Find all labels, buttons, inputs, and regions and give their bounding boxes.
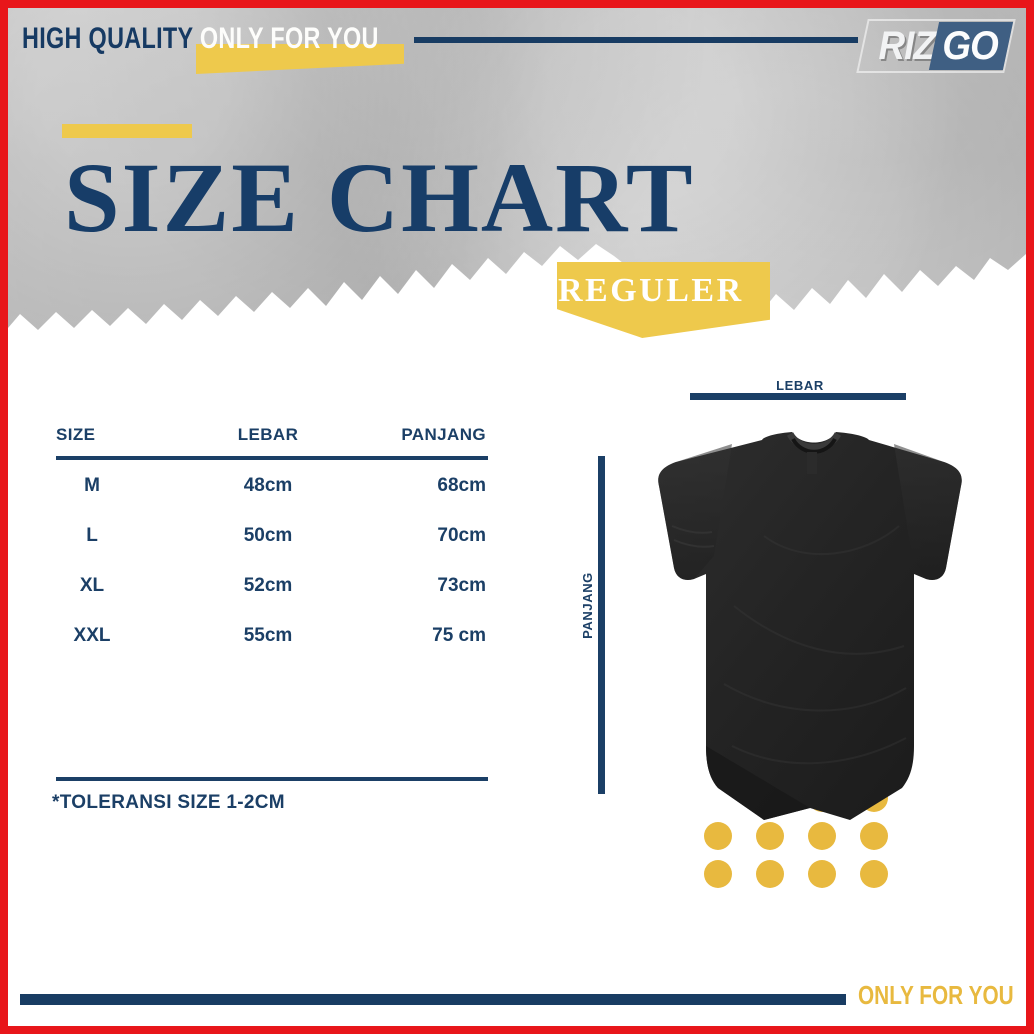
- tolerance-note: *TOLERANSI SIZE 1-2CM: [52, 792, 285, 813]
- tshirt-neck-tag: [807, 452, 817, 474]
- dot: [756, 822, 784, 850]
- width-measure-label: LEBAR: [776, 378, 824, 393]
- cell-size: L: [86, 525, 98, 546]
- tshirt-sleeve-ribs: [671, 525, 715, 548]
- textured-top-panel: [8, 8, 1026, 348]
- column-header-size: SIZE: [56, 425, 96, 444]
- dot: [756, 860, 784, 888]
- page-subtitle: REGULER: [558, 272, 744, 309]
- tshirt-collar: [786, 431, 842, 451]
- table-row: XL 52cm 73cm: [48, 576, 488, 626]
- tshirt-hem-fold: [706, 746, 810, 820]
- width-measure-bar: [690, 393, 906, 400]
- header-band: HIGH QUALITY ONLY FOR YOU RIZ GO: [8, 8, 1026, 78]
- dot: [704, 860, 732, 888]
- footer-rule: [20, 994, 846, 1005]
- dot: [860, 822, 888, 850]
- column-header-panjang: PANJANG: [401, 425, 486, 444]
- header-tagline-secondary: ONLY FOR YOU: [199, 22, 379, 55]
- title-accent-bar: [62, 124, 192, 138]
- length-measure-label: PANJANG: [579, 572, 595, 639]
- length-measure-bar: [598, 456, 605, 794]
- logo-text-riz: RIZ: [878, 24, 936, 68]
- cell-size: XL: [79, 575, 105, 596]
- cell-panjang: 68cm: [437, 475, 486, 496]
- dot: [860, 860, 888, 888]
- cell-lebar: 50cm: [243, 525, 293, 546]
- poster-inner: HIGH QUALITY ONLY FOR YOU RIZ GO SIZE CH…: [8, 8, 1026, 1026]
- table-header-rule: [56, 456, 488, 460]
- header-rule: [414, 37, 858, 43]
- dot: [704, 822, 732, 850]
- cell-lebar: 55cm: [243, 625, 293, 646]
- tshirt-collar-inner: [791, 437, 837, 454]
- cell-size: XXL: [73, 625, 111, 646]
- dot: [808, 822, 836, 850]
- page-title: SIZE CHART: [64, 142, 695, 253]
- table-row: L 50cm 70cm: [48, 526, 488, 576]
- table-footer-rule: [56, 777, 488, 781]
- tshirt-body: [658, 432, 962, 820]
- cell-panjang: 75 cm: [432, 625, 486, 646]
- cell-size: M: [84, 475, 100, 496]
- cell-lebar: 52cm: [243, 575, 293, 596]
- size-table: SIZE LEBAR PANJANG M 48cm 68cm L 50cm 70…: [48, 426, 488, 676]
- table-row: M 48cm 68cm: [48, 476, 488, 526]
- header-tagline: HIGH QUALITY ONLY FOR YOU: [22, 24, 379, 54]
- table-header-row: SIZE LEBAR PANJANG: [48, 426, 488, 476]
- tshirt-sleeve-right: [894, 444, 962, 580]
- cell-panjang: 70cm: [437, 525, 486, 546]
- brand-logo: RIZ GO: [856, 19, 1016, 73]
- tshirt-creases: [723, 525, 907, 765]
- tshirt-illustration: [658, 431, 962, 820]
- column-header-lebar: LEBAR: [237, 425, 299, 444]
- table-row: XXL 55cm 75 cm: [48, 626, 488, 676]
- footer-tagline: ONLY FOR YOU: [858, 980, 1014, 1010]
- logo-text-go: GO: [942, 24, 998, 68]
- dot: [808, 860, 836, 888]
- cell-panjang: 73cm: [437, 575, 486, 596]
- cell-lebar: 48cm: [243, 475, 293, 496]
- logo-go-wrapper: GO: [928, 22, 1014, 70]
- header-tagline-primary: HIGH QUALITY: [22, 22, 194, 55]
